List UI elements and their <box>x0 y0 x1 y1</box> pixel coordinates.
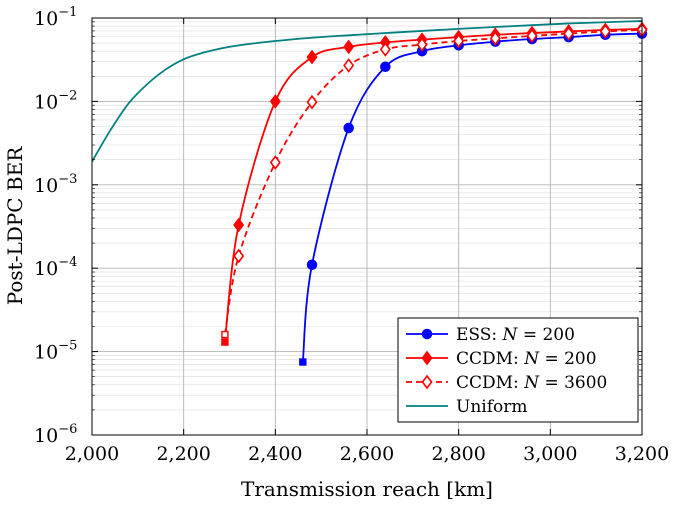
x-tick-label: 2,200 <box>156 443 210 465</box>
legend: ESS: N = 200 CCDM: N = 200 CCDM: N = 3600 U… <box>397 317 639 423</box>
series-start-marker <box>221 330 229 339</box>
series-point <box>306 259 318 270</box>
series-line-1 <box>224 28 642 343</box>
x-tick-label: 3,200 <box>615 443 669 465</box>
y-tick-label: 10−6 <box>34 422 77 447</box>
series-point <box>489 31 501 46</box>
series-point <box>379 42 391 57</box>
series-point <box>269 155 281 170</box>
legend-marker <box>421 374 433 390</box>
x-tick-label: 2,800 <box>431 443 485 465</box>
series-point <box>563 26 575 41</box>
y-tick-label: 10−5 <box>34 339 77 364</box>
legend-entry-label: CCDM: N = 200 <box>456 349 597 369</box>
y-tick-label: 10−1 <box>34 5 77 30</box>
series-point <box>453 33 465 49</box>
x-tick-label: 2,400 <box>248 443 302 465</box>
legend-entry-label: Uniform <box>456 397 528 417</box>
series-start-marker <box>299 358 307 366</box>
series-start-marker <box>221 338 229 346</box>
y-tick-label: 10−4 <box>34 255 77 280</box>
series-point <box>416 37 428 52</box>
x-tick-label: 3,000 <box>523 443 577 465</box>
series-point <box>306 94 318 110</box>
series-point <box>343 39 355 55</box>
series-point <box>306 49 318 65</box>
legend-box <box>397 317 639 423</box>
legend-marker <box>421 350 433 366</box>
series-point <box>526 28 538 44</box>
x-tick-label: 2,600 <box>340 443 394 465</box>
axis-ticks: 10−6 10−5 10−4 10−3 10−2 10−1 2,000 2,200 2,400 2… <box>34 5 669 465</box>
x-tick-label: 2,000 <box>65 443 119 465</box>
x-axis-label: Transmission reach [km] <box>241 477 493 501</box>
y-tick-label: 10−3 <box>34 172 77 197</box>
data-markers <box>221 21 648 366</box>
legend-entry-label: CCDM: N = 3600 <box>456 373 607 393</box>
series-point <box>343 122 354 134</box>
y-tick-label: 10−2 <box>34 88 77 113</box>
series-line-0 <box>301 32 642 363</box>
series-point <box>233 217 245 233</box>
series-point <box>233 248 245 264</box>
series-point <box>343 58 355 73</box>
series-point <box>599 24 611 39</box>
legend-entry-label: ESS: N = 200 <box>456 325 575 345</box>
series-line-3 <box>92 20 642 163</box>
y-axis-label: Post-LDPC BER <box>3 146 27 305</box>
legend-marker <box>421 328 433 340</box>
series-point <box>380 61 391 73</box>
series-line-2 <box>224 29 642 335</box>
series-point <box>269 94 281 109</box>
